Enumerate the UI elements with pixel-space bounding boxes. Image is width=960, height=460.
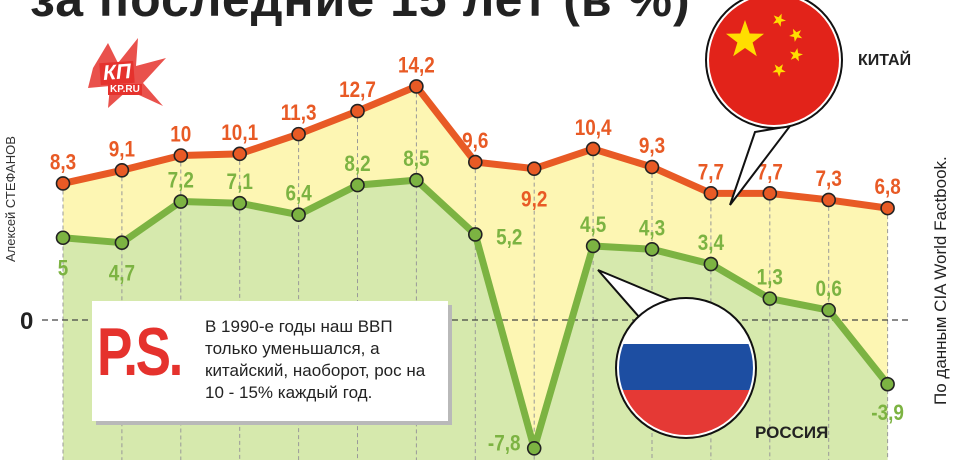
china-point [173, 148, 189, 163]
russia-data-label: 5,2 [496, 225, 522, 250]
russia-point [762, 291, 778, 306]
author-credit: Алексей СТЕФАНОВ [3, 136, 18, 262]
china-data-label: 14,2 [398, 53, 435, 78]
russia-data-label: 7,1 [227, 170, 253, 195]
china-data-label: 10,4 [575, 116, 612, 141]
china-data-label: 12,7 [339, 78, 376, 103]
china-point [232, 146, 247, 162]
china-data-label: 8,3 [50, 150, 76, 175]
logo-main-text: КП [99, 60, 135, 86]
russia-data-label: 4,7 [109, 261, 135, 286]
china-point [526, 161, 542, 176]
china-point [703, 186, 719, 201]
russia-point [467, 227, 483, 242]
russia-data-label: 0,6 [816, 277, 842, 302]
china-point [585, 141, 601, 157]
china-data-label: 10 [170, 122, 191, 147]
russia-point [350, 177, 365, 193]
russia-data-label: -3,9 [871, 401, 904, 426]
source-note: По данным CIA World Factbook. [931, 156, 950, 405]
russia-data-label: -7,8 [488, 431, 521, 456]
china-data-label: 9,1 [109, 137, 135, 162]
russia-data-label: 3,4 [698, 231, 725, 256]
russia-data-label: 7,2 [168, 168, 194, 193]
russia-data-label: 4,5 [580, 213, 606, 238]
china-point [821, 192, 837, 208]
data-labels: 8,3 9,1 10 10,1 11,3 12,7 14,2 9,6 9,2 10,4 9,3 7,7… [50, 53, 904, 456]
russia-data-label: 8,5 [403, 147, 429, 172]
russia-point [173, 194, 189, 209]
china-data-label: 7,7 [698, 160, 724, 185]
russia-data-label: 6,4 [285, 181, 312, 206]
russia-point [291, 207, 306, 223]
china-data-label: 9,2 [521, 187, 547, 212]
russia-point [526, 441, 542, 456]
china-data-label: 7,3 [816, 167, 842, 192]
china-point [467, 154, 483, 170]
china-point [55, 176, 71, 191]
russia-series-label: РОССИЯ [755, 423, 829, 442]
china-data-label: 10,1 [221, 121, 258, 146]
china-data-label: 9,3 [639, 134, 665, 159]
russia-point [821, 302, 837, 318]
note-text: В 1990-е годы наш ВВП только уменьшался,… [205, 317, 426, 402]
china-point [880, 200, 895, 216]
series-points [55, 79, 895, 456]
russia-point [880, 376, 895, 392]
logo-sub-text: KP.RU [108, 84, 142, 95]
china-data-label: 11,3 [281, 101, 317, 126]
zero-tick-label: 0 [20, 308, 33, 335]
russia-point [644, 241, 660, 257]
china-data-label: 6,8 [874, 175, 900, 200]
china-data-label: 9,6 [462, 129, 488, 154]
russia-data-label: 8,2 [344, 152, 370, 177]
russia-data-label: 5 [58, 256, 69, 281]
russia-data-label: 4,3 [639, 216, 665, 241]
china-point [644, 159, 660, 175]
china-series-label: КИТАЙ [858, 52, 912, 69]
russia-point [409, 172, 424, 188]
china-flag-stars [726, 13, 803, 77]
chart-title: за последние 15 лет (в %) [30, 0, 691, 28]
note-box [92, 301, 448, 421]
china-point [762, 186, 778, 201]
russia-point [114, 235, 130, 250]
china-point [409, 79, 424, 94]
russia-point [232, 195, 247, 211]
china-point [114, 163, 130, 178]
china-point [291, 126, 306, 142]
russia-point [703, 256, 719, 272]
russia-data-label: 1,3 [757, 265, 783, 290]
russia-point [585, 238, 601, 254]
russia-point [55, 230, 71, 246]
china-point [350, 103, 365, 119]
ps-mark: P.S. [97, 314, 183, 390]
